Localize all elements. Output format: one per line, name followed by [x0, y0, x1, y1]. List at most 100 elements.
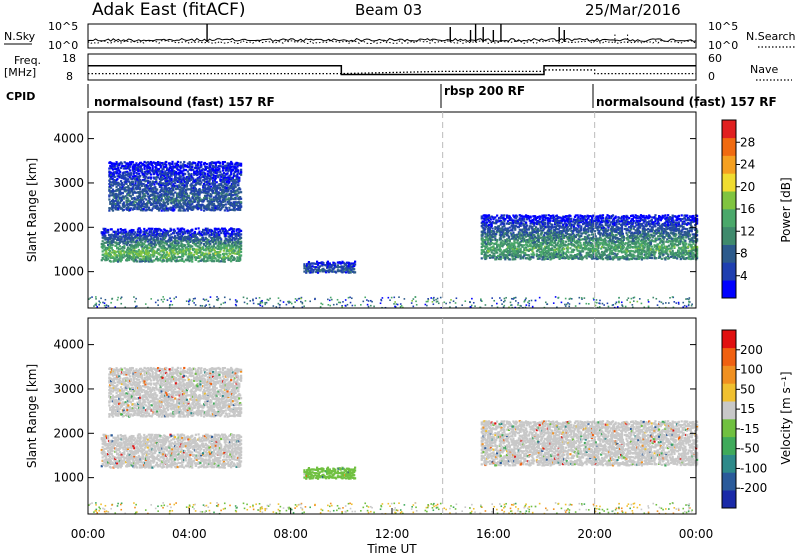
power-cell: [140, 231, 142, 233]
power-cell: [161, 187, 163, 189]
power-cell: [514, 228, 516, 230]
power-cell: [492, 245, 494, 247]
power-cell: [141, 185, 143, 187]
power-cell: [240, 171, 242, 173]
power-cell: [167, 203, 169, 205]
power-cell: [539, 258, 541, 260]
power-cell: [215, 258, 217, 260]
power-cell: [569, 215, 571, 217]
power-cell: [503, 214, 505, 216]
power-cell: [240, 191, 242, 193]
power-cell: [171, 163, 173, 165]
power-cell: [127, 178, 129, 180]
power-cell: [484, 241, 486, 243]
power-cell: [484, 228, 486, 230]
power-cell: [165, 161, 167, 163]
nave-tick-top: 60: [708, 52, 722, 65]
noise-search-line: [88, 41, 696, 44]
cpid-segment-3: normalsound (fast) 157 RF: [596, 95, 777, 109]
power-cell: [240, 230, 242, 232]
power-cell: [174, 182, 176, 184]
power-cell: [503, 223, 505, 225]
power-cell: [155, 244, 157, 246]
power-cell: [226, 184, 228, 186]
power-cell: [187, 182, 189, 184]
power-cell: [492, 239, 494, 241]
power-cell: [184, 173, 186, 175]
power-cell: [237, 169, 239, 171]
power-cell: [152, 207, 154, 209]
power-cell: [122, 192, 124, 194]
power-cell: [132, 194, 134, 196]
power-cell: [240, 163, 242, 165]
power-cell: [108, 210, 110, 212]
power-cell: [121, 163, 123, 165]
power-cell: [219, 187, 221, 189]
power-cell: [545, 214, 547, 216]
power-cell: [226, 172, 228, 174]
power-cell: [225, 242, 227, 244]
power-cell: [503, 235, 505, 237]
power-cell: [189, 197, 191, 199]
power-cell: [191, 166, 193, 168]
power-cell: [230, 173, 232, 175]
power-cell: [237, 182, 239, 184]
power-cell: [210, 194, 212, 196]
power-cell: [520, 248, 522, 250]
power-cell: [219, 251, 221, 253]
power-cell: [224, 161, 226, 163]
noise-left-tick-bottom: 10^0: [48, 39, 78, 52]
power-cell: [104, 235, 106, 237]
power-cell: [155, 179, 157, 181]
power-cell: [183, 228, 185, 230]
power-cell: [240, 174, 242, 176]
power-cell: [198, 231, 200, 233]
power-cell: [500, 249, 502, 251]
power-cell: [235, 186, 237, 188]
power-cell: [233, 230, 235, 232]
power-cell: [240, 251, 242, 253]
power-cell: [563, 248, 565, 250]
power-cell: [192, 169, 194, 171]
power-cell: [172, 189, 174, 191]
power-cell: [150, 176, 152, 178]
power-cell: [186, 193, 188, 195]
cpid-segment-1: normalsound (fast) 157 RF: [94, 95, 275, 109]
power-cell: [171, 178, 173, 180]
power-cell: [139, 227, 141, 229]
power-cell: [195, 228, 197, 230]
power-cell: [183, 161, 185, 163]
power-cell: [172, 195, 174, 197]
power-cell: [156, 204, 158, 206]
power-cell: [191, 260, 193, 262]
power-cell: [200, 207, 202, 209]
power-cell: [166, 251, 168, 253]
power-cell: [543, 234, 545, 236]
power-cell: [156, 256, 158, 258]
power-cell: [173, 232, 175, 234]
power-cell: [544, 219, 546, 221]
power-cell: [170, 229, 172, 231]
power-cell: [154, 186, 156, 188]
power-cell: [322, 262, 324, 264]
power-cell: [541, 231, 543, 233]
power-cell: [199, 189, 201, 191]
power-cell: [528, 254, 530, 256]
power-cell: [239, 188, 241, 190]
power-cell: [213, 203, 215, 205]
noise-right-label: N.Search: [746, 30, 796, 43]
power-cell: [490, 218, 492, 220]
power-cell: [112, 209, 114, 211]
power-cell: [173, 209, 175, 211]
power-cell: [238, 177, 240, 179]
power-cell: [141, 168, 143, 170]
power-cell: [165, 205, 167, 207]
power-cell: [153, 183, 155, 185]
freq-panel-frame: [88, 54, 696, 80]
power-cell: [354, 271, 356, 273]
power-cell: [110, 260, 112, 262]
cpid-label: CPID: [6, 90, 35, 103]
power-cell: [146, 204, 148, 206]
power-cell: [170, 260, 172, 262]
power-cell: [163, 260, 165, 262]
